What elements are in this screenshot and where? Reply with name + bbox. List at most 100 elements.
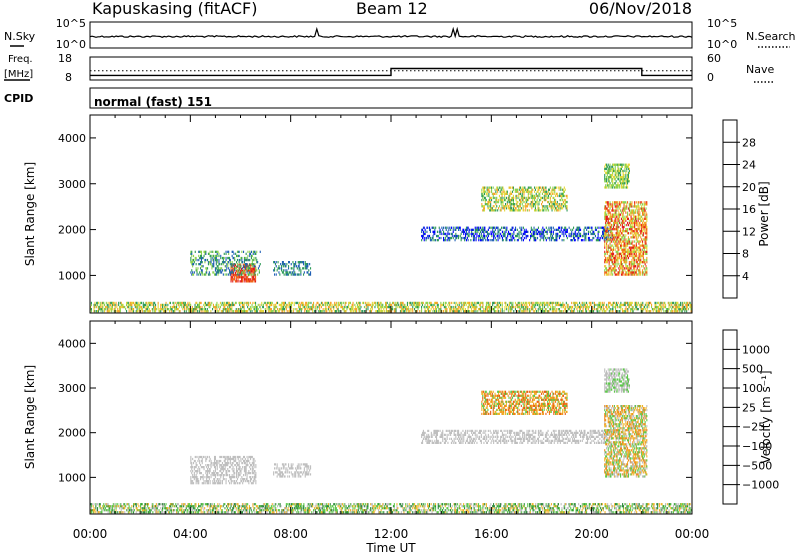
heatmap-cell [539,198,541,202]
heatmap-cell [585,236,587,240]
heatmap-cell [442,310,444,313]
heatmap-cell [515,226,517,229]
heatmap-cell [531,205,533,208]
heatmap-cell [506,228,508,231]
heatmap-cell [635,246,637,249]
heatmap-cell [334,303,336,307]
heatmap-cell [592,230,594,233]
heatmap-cell [241,269,243,273]
heatmap-cell [627,163,629,166]
heatmap-cell [572,239,574,242]
heatmap-cell [633,267,635,270]
heatmap-cell [438,310,440,313]
heatmap-cell [607,217,609,220]
heatmap-cell [542,186,544,189]
heatmap-cell [547,192,549,195]
heatmap-cell [322,308,324,311]
heatmap-cell [386,310,388,313]
heatmap-cell [638,223,640,227]
heatmap-cell [654,308,656,311]
heatmap-cell [385,303,387,307]
heatmap-cell [235,265,237,269]
heatmap-cell [534,203,536,206]
heatmap-cell [680,303,682,307]
heatmap-cell [614,182,616,185]
heatmap-cell [562,188,564,191]
heatmap-cell [527,308,529,311]
heatmap-cell [638,271,640,274]
heatmap-cell [298,305,300,309]
heatmap-cell [617,205,619,208]
heatmap-cell [521,194,523,198]
heatmap-cell [510,236,512,240]
heatmap-cell [620,230,622,233]
heatmap-cell [447,236,449,240]
heatmap-cell [270,310,272,313]
heatmap-cell [620,182,622,185]
heatmap-cell [228,308,230,311]
heatmap-cell [312,308,314,311]
heatmap-cell [213,261,215,264]
heatmap-cell [529,310,531,313]
heatmap-cell [639,267,641,270]
heatmap-cell [260,308,262,311]
heatmap-cell [145,303,147,307]
heatmap-cell [492,194,494,198]
heatmap-cell [119,310,121,313]
heatmap-cell [302,305,304,309]
heatmap-cell [269,310,271,313]
heatmap-cell [546,236,548,240]
heatmap-cell [575,228,577,231]
heatmap-cell [90,303,92,307]
heatmap-cell [213,258,215,262]
heatmap-cell [512,188,514,191]
heatmap-cell [612,232,614,235]
heatmap-cell [613,261,615,264]
heatmap-cell [121,305,123,309]
heatmap-cell [550,190,552,193]
heatmap-cell [555,186,557,189]
heatmap-cell [616,203,618,206]
heatmap-cell [136,301,138,305]
heatmap-cell [178,310,180,313]
heatmap-cell [234,272,236,275]
heatmap-cell [412,310,414,313]
heatmap-cell [213,265,215,268]
heatmap-cell [626,258,628,262]
heatmap-cell [507,303,509,307]
heatmap-cell [525,236,527,240]
heatmap-cell [566,196,568,200]
heatmap-cell [644,303,646,307]
heatmap-cell [511,196,513,200]
heatmap-cell [216,305,218,309]
heatmap-cell [293,269,295,272]
heatmap-cell [604,167,606,170]
heatmap-cell [538,203,540,206]
heatmap-cell [624,217,626,220]
heatmap-cell [543,234,545,238]
heatmap-cell [463,232,465,236]
heatmap-cell [633,236,635,239]
heatmap-cell [116,303,118,307]
heatmap-cell [530,200,532,204]
heatmap-cell [592,236,594,240]
heatmap-cell [90,301,92,305]
heatmap-cell [627,217,629,220]
heatmap-cell [485,301,487,305]
heatmap-cell [454,226,456,229]
heatmap-cell [209,263,211,266]
heatmap-cell [577,239,579,242]
heatmap-cell [491,186,493,189]
heatmap-cell [236,254,238,258]
heatmap-cell [504,305,506,309]
heatmap-cell [217,250,219,253]
heatmap-cell [353,310,355,313]
heatmap-cell [190,303,192,307]
heatmap-cell [229,263,231,266]
heatmap-cell [512,205,514,208]
heatmap-cell [604,215,606,218]
heatmap-cell [229,271,231,274]
heatmap-cell [559,209,561,212]
heatmap-cell [670,310,672,313]
heatmap-cell [303,267,305,270]
